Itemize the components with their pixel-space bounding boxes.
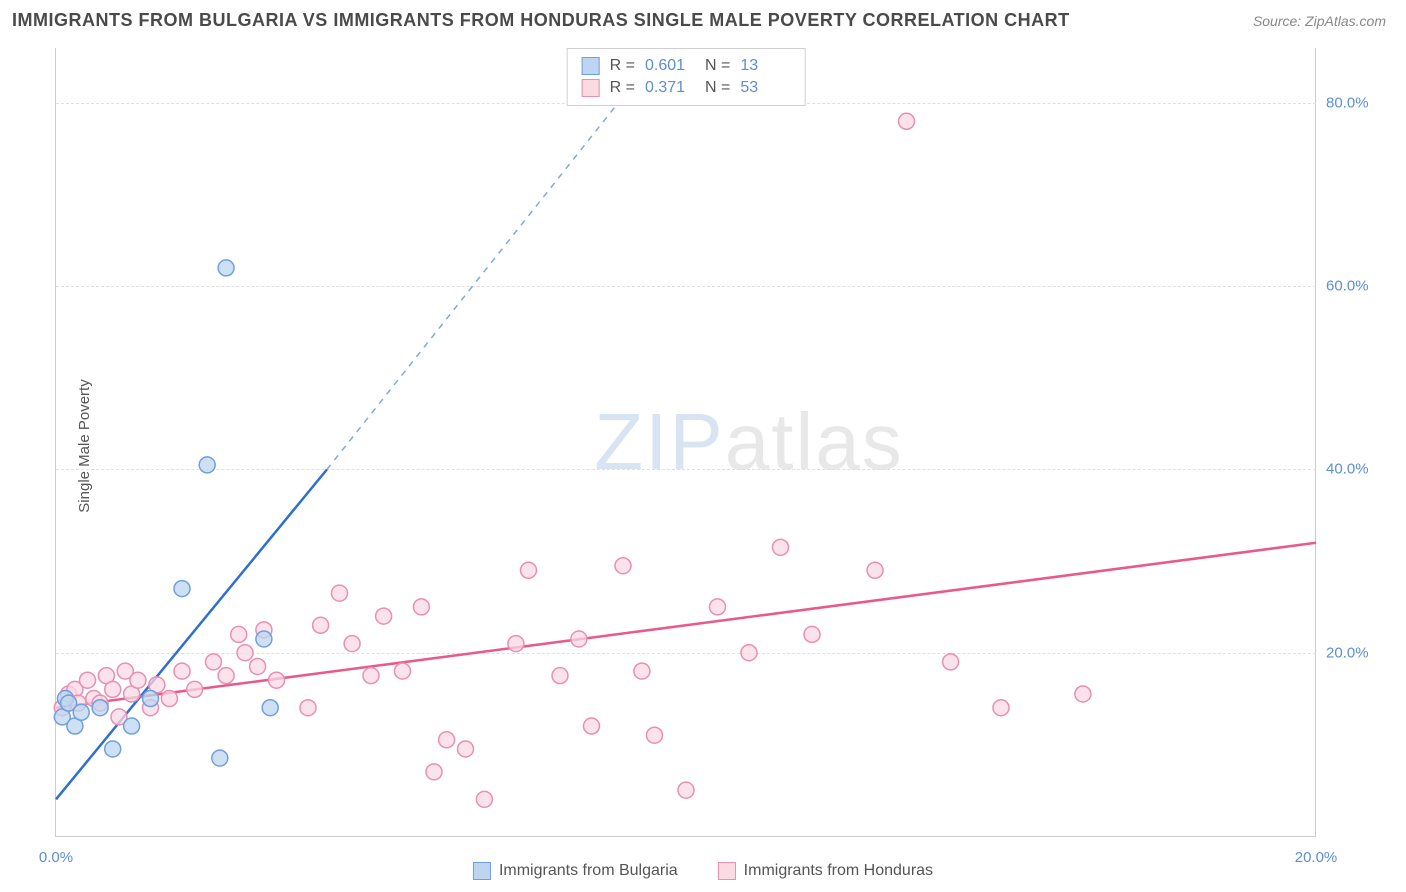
y-tick-label: 60.0% [1326, 278, 1396, 295]
stats-n-value-honduras: 53 [740, 79, 790, 97]
stats-r-value-honduras: 0.371 [645, 79, 695, 97]
stats-n-value-bulgaria: 13 [740, 57, 790, 75]
chart-title: IMMIGRANTS FROM BULGARIA VS IMMIGRANTS F… [12, 10, 1070, 31]
source-attribution: Source: ZipAtlas.com [1253, 13, 1386, 29]
chart-header: IMMIGRANTS FROM BULGARIA VS IMMIGRANTS F… [0, 0, 1406, 39]
stats-swatch-bulgaria [582, 57, 600, 75]
legend-label-honduras: Immigrants from Honduras [744, 862, 933, 880]
y-tick-label: 80.0% [1326, 94, 1396, 111]
stats-n-label: N = [705, 79, 730, 97]
stats-row-honduras: R = 0.371 N = 53 [582, 77, 791, 99]
stats-r-label: R = [610, 79, 635, 97]
legend-item-bulgaria: Immigrants from Bulgaria [473, 862, 678, 880]
stats-row-bulgaria: R = 0.601 N = 13 [582, 55, 791, 77]
x-tick-label: 20.0% [1295, 849, 1338, 866]
legend-item-honduras: Immigrants from Honduras [718, 862, 933, 880]
legend-label-bulgaria: Immigrants from Bulgaria [499, 862, 678, 880]
legend-swatch-honduras [718, 862, 736, 880]
stats-r-value-bulgaria: 0.601 [645, 57, 695, 75]
stats-r-label: R = [610, 57, 635, 75]
chart-plot-area: ZIPatlas R = 0.601 N = 13 R = 0.371 N = … [55, 48, 1316, 837]
stats-n-label: N = [705, 57, 730, 75]
stats-swatch-honduras [582, 79, 600, 97]
scatter-plot-svg [56, 48, 1316, 836]
y-tick-label: 40.0% [1326, 461, 1396, 478]
legend-swatch-bulgaria [473, 862, 491, 880]
correlation-stats-box: R = 0.601 N = 13 R = 0.371 N = 53 [567, 48, 806, 106]
y-tick-label: 20.0% [1326, 644, 1396, 661]
x-tick-label: 0.0% [39, 849, 73, 866]
legend-bottom: Immigrants from Bulgaria Immigrants from… [473, 862, 933, 880]
